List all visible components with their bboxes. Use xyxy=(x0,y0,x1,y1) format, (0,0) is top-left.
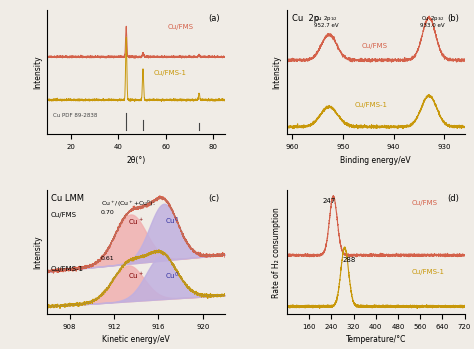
Text: Cu 2p$_{3/2}$
933.0 eV: Cu 2p$_{3/2}$ 933.0 eV xyxy=(420,14,445,28)
Text: Cu/FMS-1: Cu/FMS-1 xyxy=(411,269,444,275)
Text: Cu LMM: Cu LMM xyxy=(51,194,84,203)
Text: 247: 247 xyxy=(323,198,336,203)
Text: Cu$^+$/(Cu$^+$+Cu$^0$):
0.70: Cu$^+$/(Cu$^+$+Cu$^0$): 0.70 xyxy=(100,199,155,215)
Text: Cu/FMS: Cu/FMS xyxy=(362,43,388,49)
X-axis label: Kinetic energy/eV: Kinetic energy/eV xyxy=(102,335,170,344)
Text: Cu/FMS-1: Cu/FMS-1 xyxy=(355,102,387,108)
X-axis label: 2θ(°): 2θ(°) xyxy=(127,156,146,165)
Text: Cu/FMS: Cu/FMS xyxy=(411,200,438,206)
Text: 288: 288 xyxy=(342,257,356,263)
Text: Cu 2p$_{1/2}$
952.7 eV: Cu 2p$_{1/2}$ 952.7 eV xyxy=(314,14,338,28)
X-axis label: Temperature/°C: Temperature/°C xyxy=(346,335,406,344)
Text: 0.61: 0.61 xyxy=(100,255,114,261)
Text: Cu/FMS: Cu/FMS xyxy=(51,213,77,218)
Y-axis label: Intensity: Intensity xyxy=(273,55,282,89)
Y-axis label: Intensity: Intensity xyxy=(33,235,42,269)
Text: Cu PDF 89-2838: Cu PDF 89-2838 xyxy=(53,113,97,118)
Text: Cu$^0$: Cu$^0$ xyxy=(164,216,179,227)
Text: (b): (b) xyxy=(447,14,459,23)
Text: Cu  2p: Cu 2p xyxy=(292,14,319,23)
Text: Cu/FMS-1: Cu/FMS-1 xyxy=(154,70,187,76)
Text: Cu/FMS: Cu/FMS xyxy=(168,24,194,30)
Text: Cu$^0$: Cu$^0$ xyxy=(164,270,179,282)
Text: Cu$^+$: Cu$^+$ xyxy=(128,217,144,227)
Text: (d): (d) xyxy=(447,194,459,203)
Text: (c): (c) xyxy=(209,194,219,203)
Y-axis label: Rate of H₂ consumption: Rate of H₂ consumption xyxy=(273,207,282,297)
X-axis label: Binding energy/eV: Binding energy/eV xyxy=(340,156,411,165)
Text: Cu$^+$: Cu$^+$ xyxy=(128,271,144,281)
Y-axis label: Intensity: Intensity xyxy=(33,55,42,89)
Text: (a): (a) xyxy=(208,14,219,23)
Text: Cu/FMS-1: Cu/FMS-1 xyxy=(51,266,84,272)
